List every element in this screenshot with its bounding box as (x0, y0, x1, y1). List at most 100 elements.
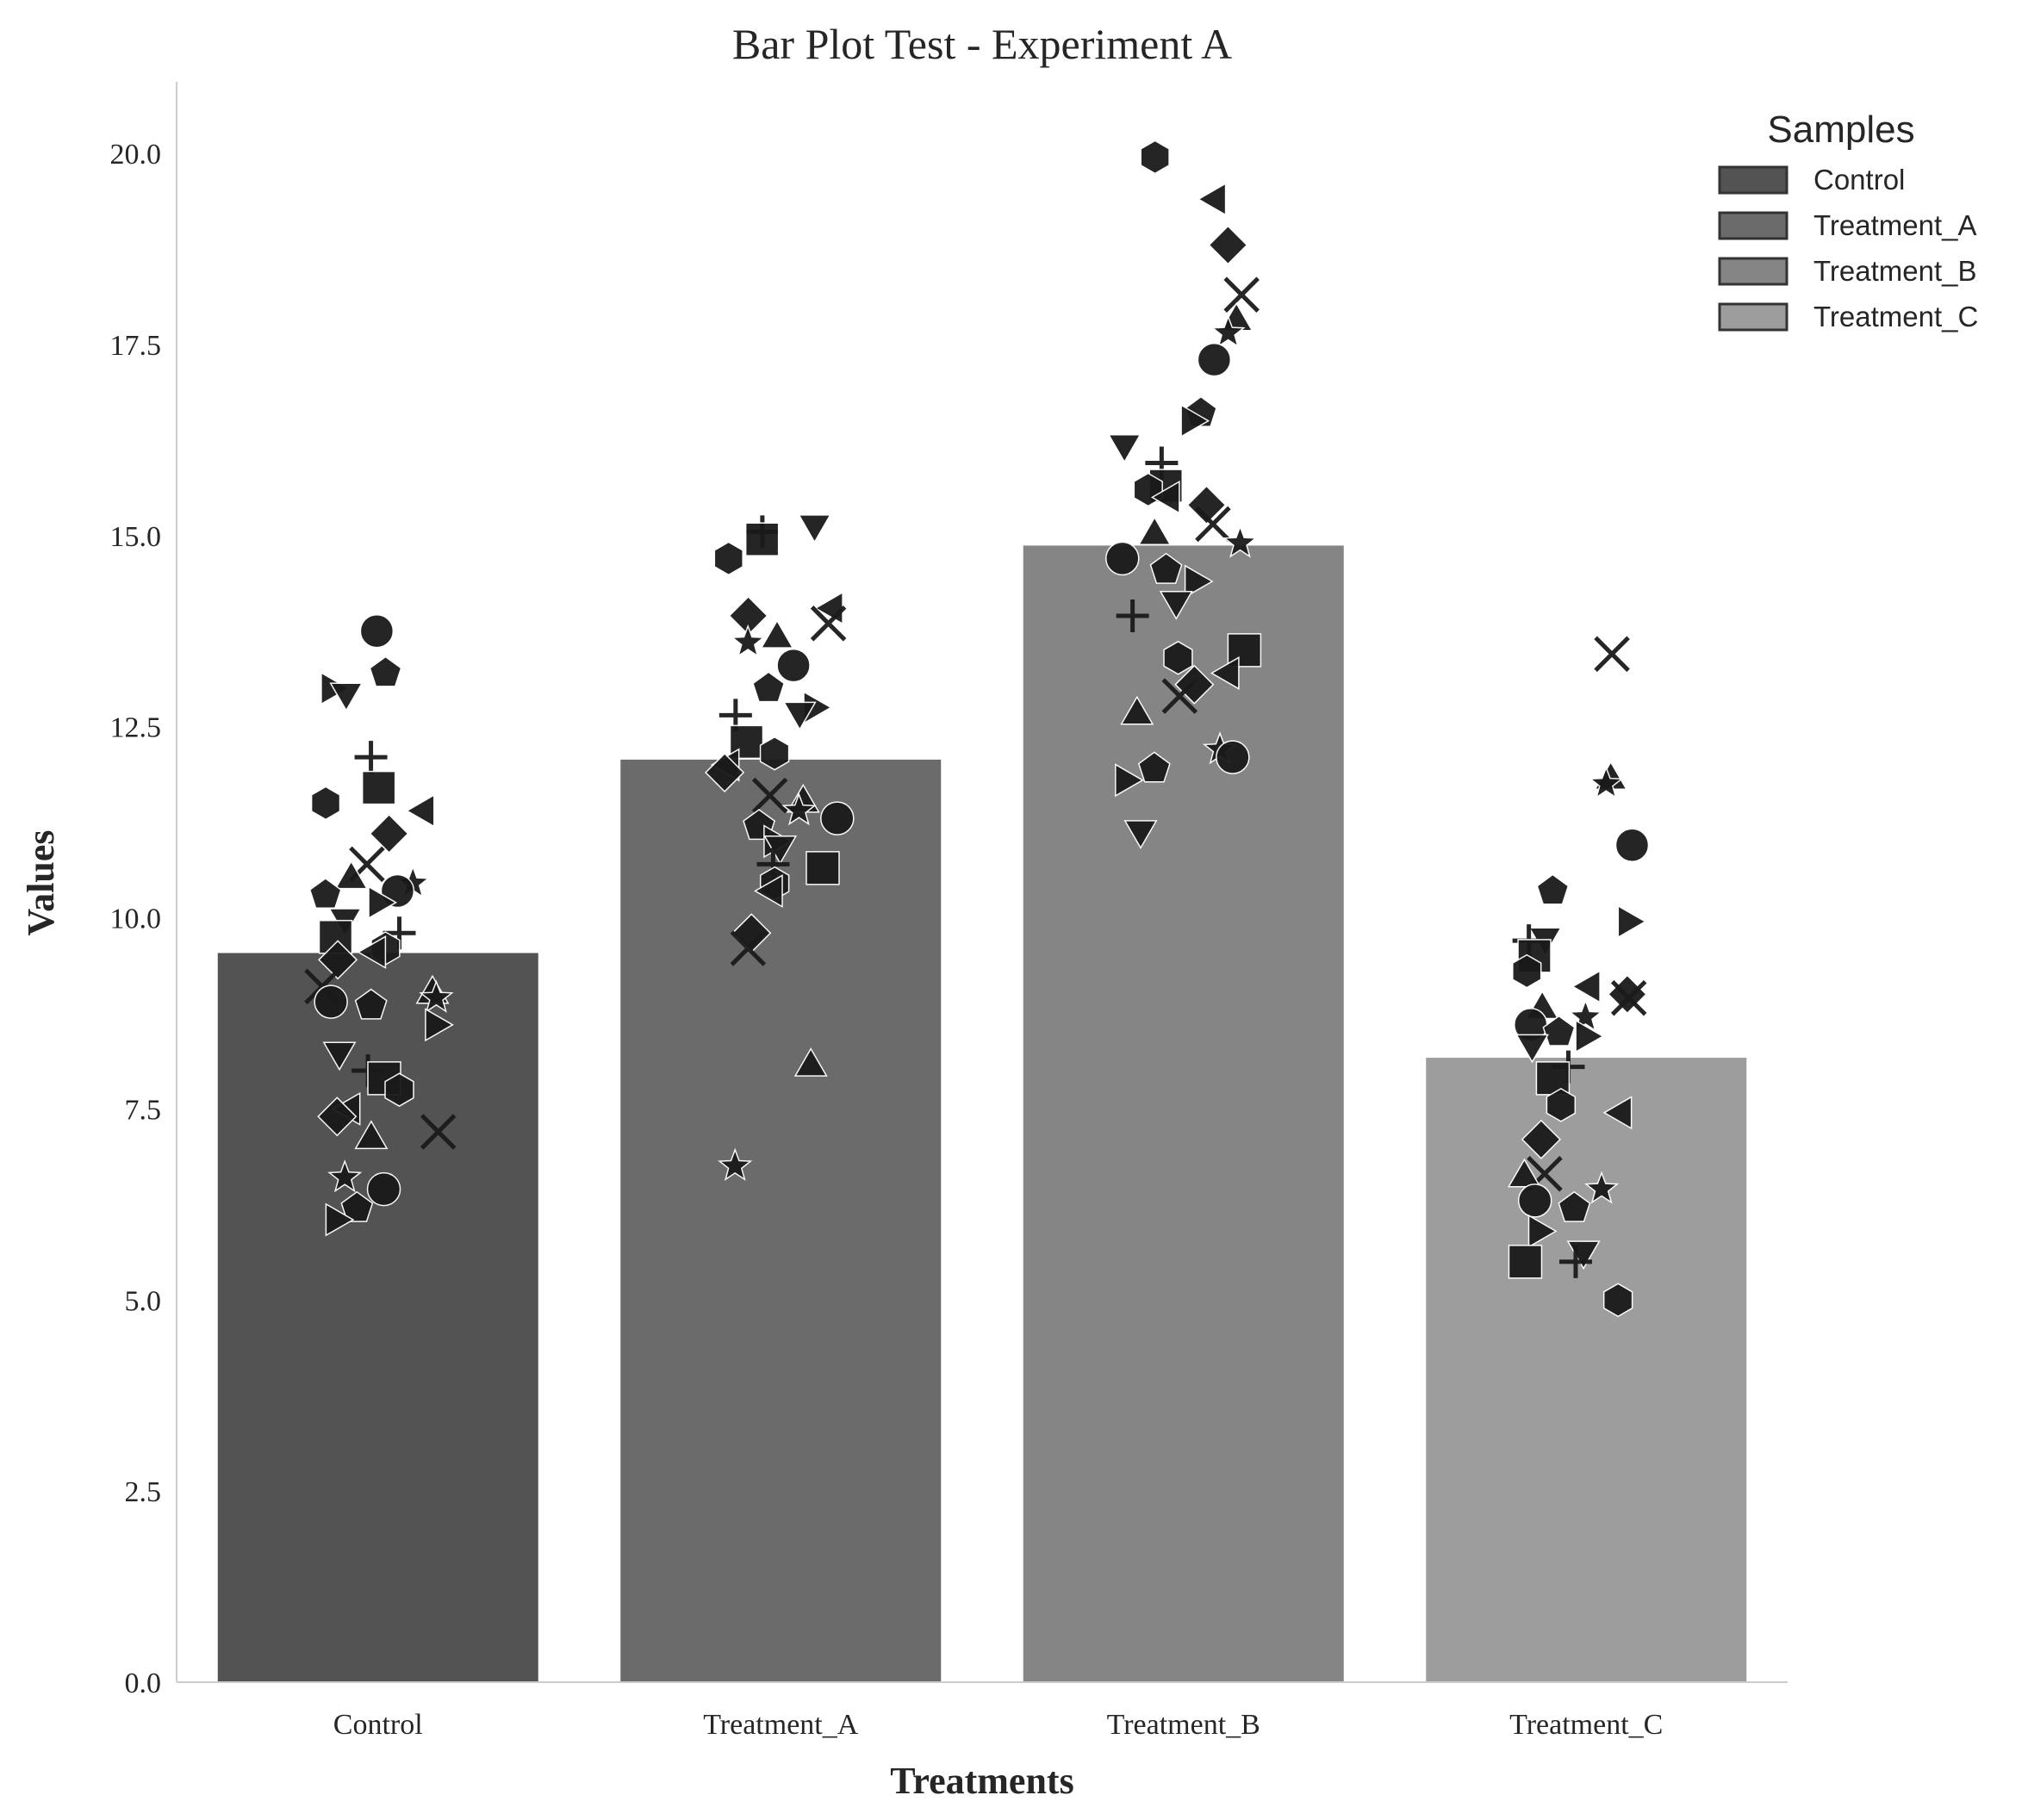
data-point-triangle-right (1527, 1214, 1558, 1248)
data-point-star (781, 792, 817, 826)
data-point-triangle-left (814, 591, 843, 625)
data-point-triangle-right (325, 1202, 355, 1237)
y-tick-label: 10.0 (110, 904, 162, 935)
data-point-diamond (705, 752, 745, 792)
y-tick-label: 20.0 (110, 139, 162, 171)
data-point-triangle-left (405, 793, 435, 828)
y-tick-label: 12.5 (110, 712, 162, 744)
data-point-triangle-up (354, 1120, 389, 1150)
y-tick-label: 17.5 (110, 330, 162, 362)
data-point-triangle-left (1571, 969, 1601, 1003)
bar-treatment-c (1424, 1056, 1749, 1683)
legend-label: Treatment_C (1813, 301, 1978, 332)
data-point-hexagon (384, 1072, 414, 1108)
data-point-pentagon (340, 1190, 374, 1222)
data-point-star (1568, 998, 1603, 1032)
data-point-star (718, 1147, 753, 1182)
data-point-diamond (1186, 485, 1227, 525)
data-point-star (1210, 314, 1246, 348)
chart-title: Bar Plot Test - Experiment A (732, 20, 1232, 68)
data-point-diamond (1521, 1119, 1561, 1159)
data-point-triangle-left (753, 874, 783, 908)
data-point-hexagon (310, 786, 341, 821)
x-tick-label: Treatment_B (1107, 1709, 1260, 1741)
data-point-x-mark (751, 777, 788, 814)
data-point-diamond (317, 1096, 358, 1137)
data-point-triangle-right (425, 1008, 454, 1042)
data-point-triangle-down (1123, 820, 1158, 849)
data-point-star (419, 979, 454, 1013)
legend: Samples Control Treatment_A Treatment_B Tre… (1718, 109, 1978, 332)
data-point-circle (1216, 740, 1250, 774)
data-point-pentagon (354, 988, 388, 1020)
data-point-triangle-left (1602, 1096, 1633, 1130)
data-point-square (1535, 1061, 1571, 1096)
data-point-diamond (318, 940, 358, 980)
data-point-triangle-up (1120, 695, 1154, 725)
data-point-triangle-right (1617, 904, 1647, 939)
data-point-star (327, 1159, 363, 1193)
data-point-triangle-down (1107, 434, 1142, 463)
data-point-x-mark (1161, 678, 1198, 714)
data-point-pentagon (308, 877, 342, 909)
legend-swatch (1718, 165, 1788, 195)
data-point-cross (1116, 599, 1149, 632)
data-point-x-mark (1223, 276, 1260, 313)
y-tick-label: 15.0 (110, 521, 162, 553)
data-point-circle (1105, 541, 1140, 576)
data-point-square (806, 851, 840, 885)
data-point-star (1589, 766, 1624, 799)
y-tick-label: 0.0 (125, 1668, 162, 1699)
x-ticks: Control Treatment_A Treatment_B Treatment_C (333, 1709, 1664, 1741)
data-point-triangle-down (1159, 590, 1193, 620)
x-axis-label: Treatments (890, 1760, 1073, 1802)
data-point-triangle-left (357, 935, 387, 969)
x-tick-label: Treatment_A (703, 1709, 859, 1741)
data-point-triangle-up (334, 860, 369, 890)
legend-title: Samples (1767, 109, 1914, 151)
data-point-triangle-down (329, 682, 364, 712)
data-point-circle (359, 613, 395, 649)
data-point-triangle-up (1137, 516, 1172, 546)
legend-label: Treatment_A (1813, 209, 1977, 241)
data-point-circle (366, 1171, 401, 1207)
x-tick-label: Treatment_C (1509, 1709, 1663, 1741)
data-point-cross (354, 741, 388, 774)
data-point-triangle-right (1180, 404, 1210, 438)
bar-treatment-b (1021, 544, 1346, 1683)
data-point-star (731, 624, 766, 658)
data-point-pentagon (1542, 1015, 1576, 1047)
x-tick-label: Control (333, 1709, 423, 1741)
data-point-pentagon (1558, 1190, 1591, 1222)
legend-swatch (1718, 257, 1788, 286)
data-point-x-mark (1195, 506, 1231, 543)
points-group (304, 140, 1650, 1318)
data-point-cross (1558, 1245, 1592, 1278)
data-point-triangle-left (1210, 656, 1240, 690)
data-point-triangle-up (1507, 1158, 1541, 1188)
legend-label: Treatment_B (1813, 255, 1977, 287)
data-point-square (729, 724, 764, 760)
data-point-diamond (1174, 664, 1215, 705)
data-point-triangle-right (1184, 564, 1214, 599)
data-point-triangle-up (760, 619, 794, 649)
data-point-hexagon (1163, 640, 1193, 675)
data-point-triangle-down (1515, 1034, 1549, 1064)
bar-treatment-a (619, 757, 943, 1683)
data-point-hexagon (1512, 953, 1542, 989)
data-point-pentagon (369, 655, 402, 687)
data-point-square (1508, 1245, 1543, 1279)
data-point-circle (776, 648, 811, 683)
data-point-square (744, 522, 780, 556)
y-ticks: 0.0 2.5 5.0 7.5 10.0 12.5 15.0 17.5 20.0 (110, 139, 162, 1699)
data-point-square (361, 770, 396, 805)
data-point-hexagon (713, 541, 743, 576)
data-point-circle (1197, 342, 1232, 377)
legend-label: Control (1813, 164, 1905, 196)
data-point-triangle-down (322, 1041, 357, 1072)
data-point-triangle-down (782, 701, 817, 731)
data-point-triangle-up (793, 1047, 828, 1077)
data-point-x-mark (810, 606, 847, 642)
data-point-triangle-right (1575, 1019, 1605, 1053)
